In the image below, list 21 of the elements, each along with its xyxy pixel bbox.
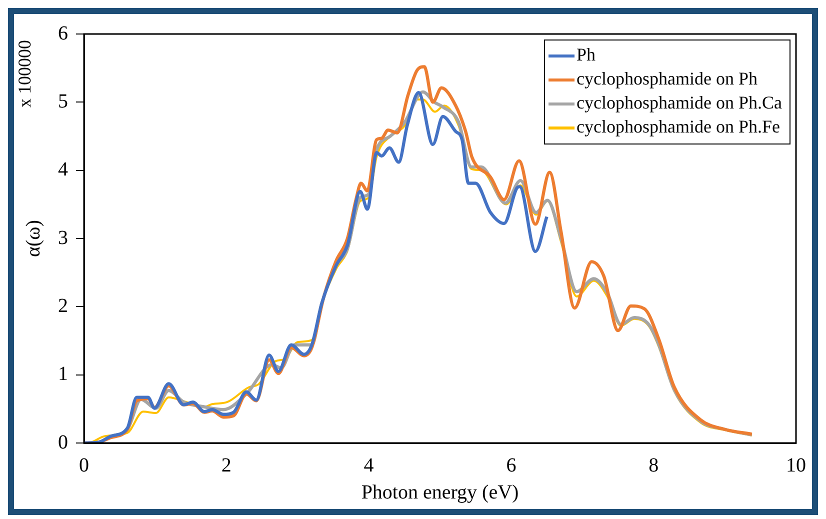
legend-label: cyclophosphamide on Ph.Fe [576, 116, 780, 137]
x-tick-label: 6 [506, 454, 516, 476]
legend-label: Ph [576, 44, 596, 65]
x-tick-label: 8 [648, 454, 659, 476]
text: x 100000 [14, 40, 35, 108]
line-series [84, 91, 548, 443]
x-tick-label: 10 [786, 454, 806, 476]
y-tick-label: 0 [58, 431, 68, 454]
x-tick-label: 4 [364, 454, 374, 476]
y-tick-label: 4 [58, 158, 68, 181]
y-tick-label: 6 [58, 22, 68, 44]
y-tick-label: 3 [58, 226, 68, 249]
x-axis-title: Photon energy (eV) [361, 481, 519, 504]
y-axis-title: α(ω) [22, 220, 44, 257]
x-tick-label: 0 [79, 454, 89, 476]
legend-label: cyclophosphamide on Ph.Ca [576, 92, 782, 113]
x-tick-label: 2 [221, 454, 232, 476]
y-tick-label: 5 [58, 90, 68, 112]
y-tick-label: 2 [58, 294, 68, 317]
y-tick-label: 1 [58, 363, 68, 386]
legend-label: cyclophosphamide on Ph [576, 68, 758, 89]
